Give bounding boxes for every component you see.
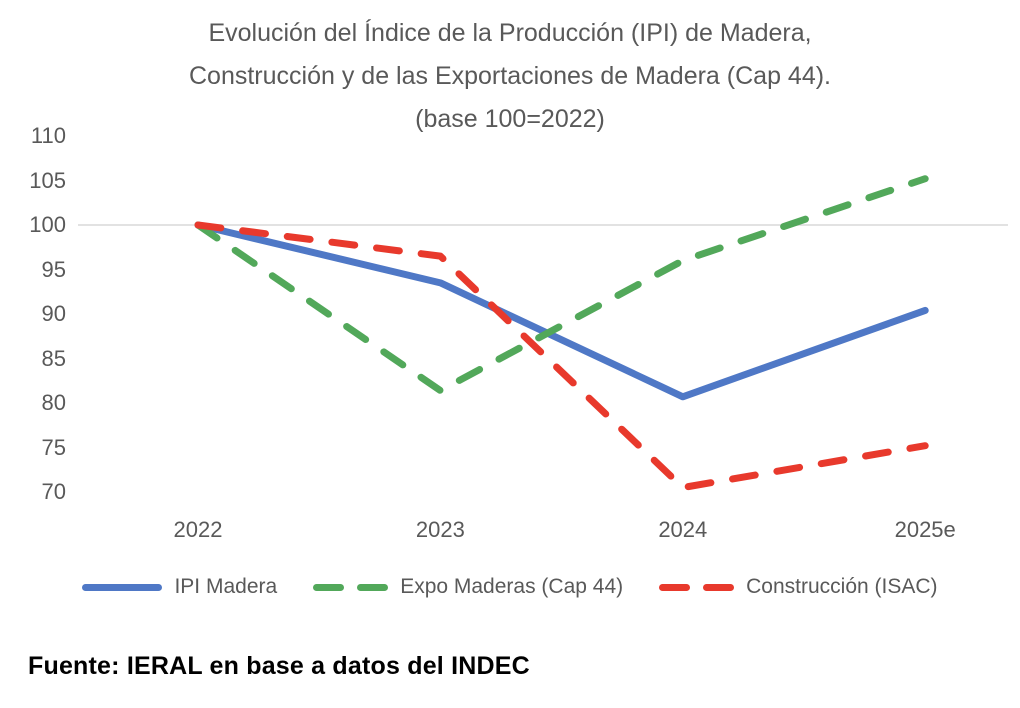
y-tick-100: 100 [29,212,66,237]
y-tick-90: 90 [41,301,66,326]
chart-title-line-3: (base 100=2022) [415,105,605,133]
x-tick-2023: 2023 [415,517,465,542]
chart-title: Evolución del Índice de la Producción (I… [0,12,1020,141]
chart-title-line-1: Evolución del Índice de la Producción (I… [208,19,812,47]
source-note: Fuente: IERAL en base a datos del INDEC [28,652,530,680]
legend-solid-line-swatch [82,583,163,591]
x-tick-2025e: 2025e [894,517,956,542]
legend-label-2: Construcción (ISAC) [746,575,938,598]
legend-dashed-line-swatch [659,583,735,591]
x-tick-2024: 2024 [658,517,708,542]
legend-label-1: Expo Maderas (Cap 44) [400,575,624,598]
legend-item-2: Construcción (ISAC) [659,575,938,599]
x-tick-2022: 2022 [173,517,223,542]
y-tick-105: 105 [29,167,66,193]
legend-item-0: IPI Madera [82,575,277,599]
chart-legend: IPI Madera Expo Maderas (Cap 44) Construcc… [0,572,1020,602]
legend-item-1: Expo Maderas (Cap 44) [313,575,623,599]
chart-title-line-2: Construcción y de las Exportaciones de M… [189,62,831,90]
plot-area [78,175,1008,492]
series-line-0 [194,221,929,401]
y-tick-70: 70 [41,479,66,504]
y-tick-85: 85 [41,345,66,371]
series-line-2 [194,221,929,492]
y-tick-95: 95 [41,256,66,282]
y-tick-75: 75 [41,434,66,460]
legend-label-0: IPI Madera [174,575,278,598]
series-line-1 [194,175,929,395]
y-tick-110: 110 [30,123,66,148]
y-tick-80: 80 [41,390,66,415]
legend-dashed-line-swatch [313,583,389,591]
